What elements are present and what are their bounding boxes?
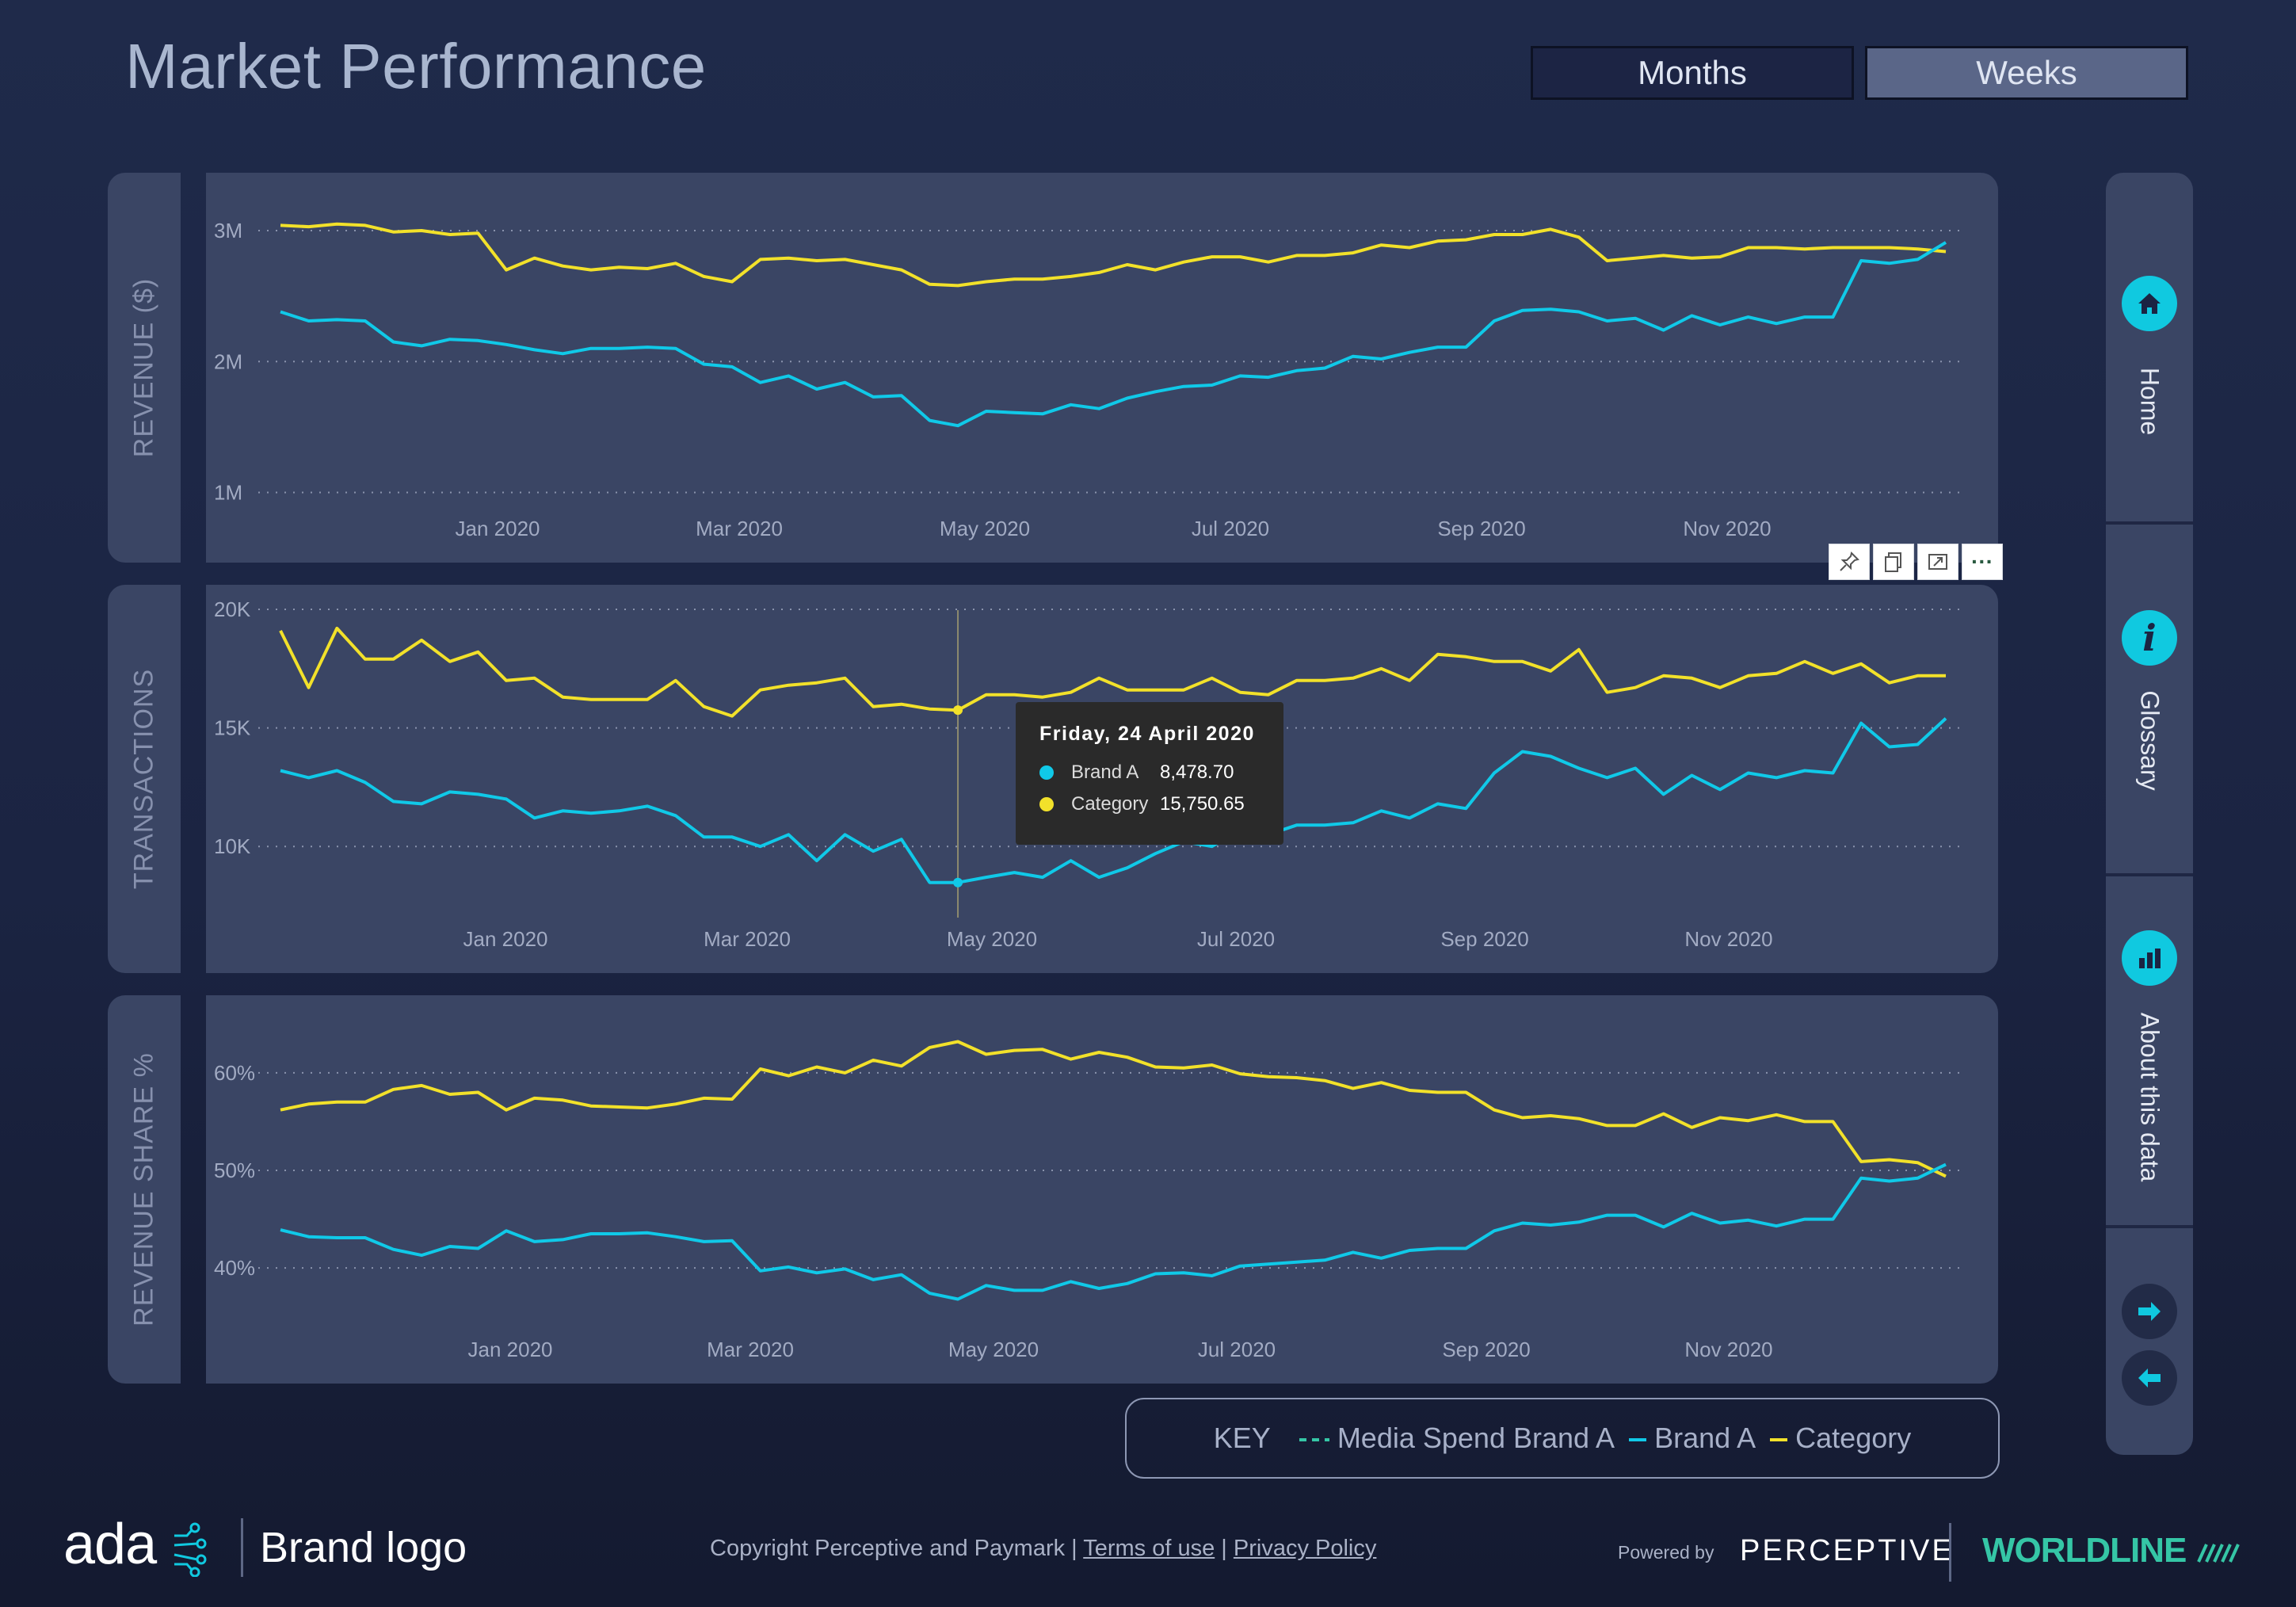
- y-tick-label: 60%: [214, 1061, 255, 1085]
- dashed-line-icon: [1299, 1438, 1329, 1442]
- hover-point: [953, 705, 963, 716]
- key-item-category: Category: [1770, 1422, 1911, 1455]
- tooltip-series-value: 8,478.70: [1160, 762, 1234, 783]
- share-axis-label: REVENUE SHARE %: [128, 1052, 159, 1326]
- more-options-icon[interactable]: ···: [1962, 544, 2003, 580]
- share-line-chart[interactable]: 40% 50% 60% Jan 2020 Mar 2020 May 2020 Jul 202…: [206, 995, 1998, 1384]
- footer-divider: [241, 1518, 243, 1577]
- nav-divider: [2106, 521, 2193, 525]
- x-tick-label: May 2020: [948, 1338, 1039, 1361]
- x-tick-label: Jan 2020: [456, 517, 540, 540]
- tooltip-title: Friday, 24 April 2020: [1039, 723, 1255, 745]
- ada-network-icon: [174, 1522, 207, 1578]
- tooltip-row: Brand A 8,478.70: [1039, 757, 1260, 788]
- key-title: KEY: [1213, 1422, 1271, 1454]
- x-tick-label: Jan 2020: [463, 927, 548, 951]
- revenue-label-box: REVENUE ($): [108, 173, 181, 563]
- share-chart[interactable]: 40% 50% 60% Jan 2020 Mar 2020 May 2020 Jul 202…: [206, 995, 1998, 1384]
- home-icon: [2122, 276, 2177, 331]
- revenue-chart[interactable]: 1M 2M 3M Jan 2020 Mar 2020 May 2020 Jul 2020 Se…: [206, 173, 1998, 563]
- y-tick-label: 50%: [214, 1158, 255, 1182]
- terms-of-use-link[interactable]: Terms of use: [1083, 1536, 1215, 1561]
- x-tick-label: Jul 2020: [1197, 927, 1275, 951]
- series-line-brand-a: [280, 717, 1947, 884]
- transactions-axis-label: TRANSACTIONS: [128, 668, 159, 890]
- nav-home-label: Home: [2135, 367, 2164, 436]
- nav-divider: [2106, 1225, 2193, 1228]
- revenue-line-chart[interactable]: 1M 2M 3M Jan 2020 Mar 2020 May 2020 Jul 2020 Se…: [206, 173, 1998, 563]
- worldline-logo: WORLDLINE: [1982, 1531, 2246, 1571]
- chart-tooltip: Friday, 24 April 2020 Brand A 8,478.70 C…: [1016, 702, 1283, 845]
- page-title: Market Performance: [125, 31, 707, 101]
- powered-by-label: Powered by: [1618, 1542, 1714, 1563]
- pin-icon[interactable]: [1829, 544, 1870, 580]
- visual-header-toolbar: ···: [1829, 544, 2003, 580]
- ada-logo: ada: [63, 1512, 208, 1578]
- months-toggle-button[interactable]: Months: [1531, 46, 1854, 100]
- side-navigation: Home i Glossary About this data: [2106, 173, 2193, 1455]
- focus-mode-icon[interactable]: [1917, 544, 1958, 580]
- tooltip-series-name: Brand A: [1071, 762, 1139, 783]
- series-line-category: [280, 222, 1947, 288]
- x-tick-label: Jan 2020: [468, 1338, 553, 1361]
- y-tick-label: 1M: [214, 480, 242, 504]
- brand-logo: Brand logo: [260, 1524, 467, 1571]
- category-line-icon: [1770, 1438, 1788, 1442]
- category-dot-icon: [1039, 797, 1054, 811]
- footer-divider: [1949, 1523, 1951, 1582]
- share-label-box: REVENUE SHARE %: [108, 995, 181, 1384]
- x-tick-label: May 2020: [947, 927, 1037, 951]
- x-tick-label: Mar 2020: [696, 517, 783, 540]
- arrow-right-icon[interactable]: [2122, 1284, 2177, 1339]
- info-icon: i: [2122, 610, 2177, 666]
- series-line-brand-a: [280, 1162, 1947, 1301]
- series-line-category: [280, 1040, 1947, 1178]
- privacy-policy-link[interactable]: Privacy Policy: [1233, 1536, 1377, 1561]
- copy-icon[interactable]: [1873, 544, 1914, 580]
- weeks-toggle-button[interactable]: Weeks: [1865, 46, 2188, 100]
- nav-glossary[interactable]: i Glossary: [2106, 525, 2193, 873]
- tooltip-series-value: 15,750.65: [1160, 793, 1245, 815]
- x-tick-label: Jul 2020: [1198, 1338, 1276, 1361]
- series-line-brand-a: [280, 241, 1947, 428]
- perceptive-logo: PERCEPTIVE: [1740, 1534, 1955, 1567]
- x-tick-label: Mar 2020: [704, 927, 791, 951]
- brand-line-icon: [1629, 1438, 1647, 1442]
- y-tick-label: 2M: [214, 349, 242, 373]
- series-line-category: [279, 626, 1946, 718]
- x-tick-label: Nov 2020: [1684, 927, 1772, 951]
- arrow-left-icon[interactable]: [2122, 1350, 2177, 1406]
- x-tick-label: Jul 2020: [1192, 517, 1269, 540]
- nav-glossary-label: Glossary: [2135, 690, 2164, 791]
- brand-dot-icon: [1039, 765, 1054, 780]
- transactions-label-box: TRANSACTIONS: [108, 585, 181, 973]
- nav-about-label: About this data: [2135, 1012, 2164, 1182]
- x-tick-label: Sep 2020: [1437, 517, 1525, 540]
- chart-key: KEY Media Spend Brand A Brand A Category: [1125, 1398, 2000, 1479]
- key-item-media-spend: Media Spend Brand A: [1299, 1422, 1615, 1455]
- nav-divider: [2106, 873, 2193, 876]
- tooltip-series-name: Category: [1071, 793, 1149, 815]
- y-tick-label: 10K: [214, 834, 251, 858]
- bar-chart-icon: [2122, 930, 2177, 986]
- x-tick-label: Mar 2020: [707, 1338, 794, 1361]
- y-tick-label: 20K: [214, 597, 251, 621]
- nav-home[interactable]: Home: [2106, 173, 2193, 521]
- y-tick-label: 3M: [214, 219, 242, 242]
- nav-about[interactable]: About this data: [2106, 876, 2193, 1225]
- x-tick-label: Sep 2020: [1442, 1338, 1530, 1361]
- x-tick-label: Nov 2020: [1683, 517, 1771, 540]
- y-tick-label: 15K: [214, 716, 251, 740]
- tooltip-row: Category 15,750.65: [1039, 788, 1260, 820]
- x-tick-label: Sep 2020: [1440, 927, 1528, 951]
- y-tick-label: 40%: [214, 1256, 255, 1280]
- worldline-waves-icon: [2196, 1544, 2240, 1563]
- footer-copyright: Copyright Perceptive and Paymark | Terms…: [710, 1536, 1377, 1561]
- x-tick-label: Nov 2020: [1684, 1338, 1772, 1361]
- hover-point: [953, 877, 963, 887]
- transactions-line-chart[interactable]: 10K 15K 20K Jan 2020 Mar 2020 May 2020 Jul 202…: [206, 585, 1998, 973]
- revenue-axis-label: REVENUE ($): [128, 277, 159, 458]
- key-item-brand: Brand A: [1629, 1422, 1756, 1455]
- x-tick-label: May 2020: [940, 517, 1030, 540]
